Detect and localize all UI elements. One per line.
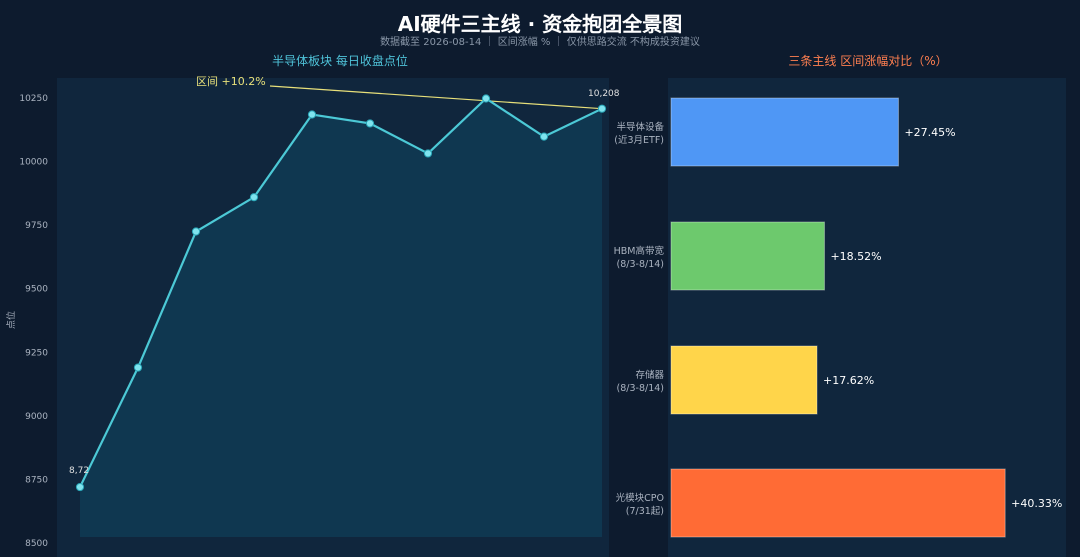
bar-group: +27.45% 半导体设备(近3月ETF) +18.52% HBM高带宽 (8/3-8/… <box>614 97 1062 538</box>
bar-category-label: 光模块CPO <box>616 492 664 504</box>
series-points <box>75 94 607 492</box>
start-value-label: 8,72 <box>69 466 89 476</box>
bar-category-sublabel: (近3月ETF) <box>614 134 664 146</box>
right-chart-title: 三条主线 区间涨幅对比（%） <box>788 53 947 68</box>
bar-value-label: +40.33% <box>1011 497 1062 510</box>
y-tick-label: 8750 <box>25 475 48 485</box>
y-tick-label: 9750 <box>25 221 48 231</box>
area-fill <box>80 98 602 537</box>
bar-category-sublabel: (7/31起) <box>626 506 664 517</box>
bar <box>670 345 818 415</box>
data-point <box>365 119 375 128</box>
bar-value-label: +27.45% <box>904 126 955 139</box>
bar-category-sublabel: (8/3-8/14) <box>617 383 664 394</box>
bar-category-sublabel: (8/3-8/14) <box>617 259 664 270</box>
data-point <box>133 363 143 372</box>
data-point <box>249 193 259 202</box>
y-tick-label: 9000 <box>25 412 48 422</box>
data-point <box>597 104 607 113</box>
y-tick-label: 10000 <box>19 158 48 168</box>
end-value-label: 10,208 <box>588 89 620 99</box>
bar <box>670 97 899 167</box>
data-point <box>481 94 491 103</box>
data-point <box>191 227 201 236</box>
bar-category-label: HBM高带宽 <box>614 245 665 257</box>
page-subtitle: 数据截至 2026-08-14 ｜ 区间涨幅 % ｜ 仅供思路交流 不构成投资建… <box>380 37 700 48</box>
page-title: AI硬件三主线 · 资金抱团全景图 <box>397 12 683 36</box>
range-change-label: 区间 +10.2% <box>196 75 266 88</box>
data-point <box>539 132 549 141</box>
trend-line <box>269 85 603 110</box>
bar <box>670 468 1006 538</box>
data-point <box>75 482 85 492</box>
y-tick-label: 9250 <box>25 348 48 358</box>
bar-value-label: +17.62% <box>823 374 874 387</box>
y-tick-label: 9500 <box>25 285 48 295</box>
data-point <box>423 149 433 158</box>
bar <box>670 221 825 291</box>
left-chart-title: 半导体板块 每日收盘点位 <box>272 53 408 68</box>
y-axis-ticks: 8500 8750 9000 9250 9500 9750 10000 10250 <box>19 94 48 549</box>
bar-value-label: +18.52% <box>830 250 881 263</box>
bar-category-label: 存储器 <box>635 369 664 381</box>
y-tick-label: 10250 <box>19 94 48 104</box>
bar-category-label: 半导体设备 <box>616 121 664 133</box>
series-line <box>79 97 603 488</box>
y-axis-label: 点位 <box>5 311 17 329</box>
data-point <box>307 110 317 119</box>
y-tick-label: 8500 <box>25 539 48 549</box>
